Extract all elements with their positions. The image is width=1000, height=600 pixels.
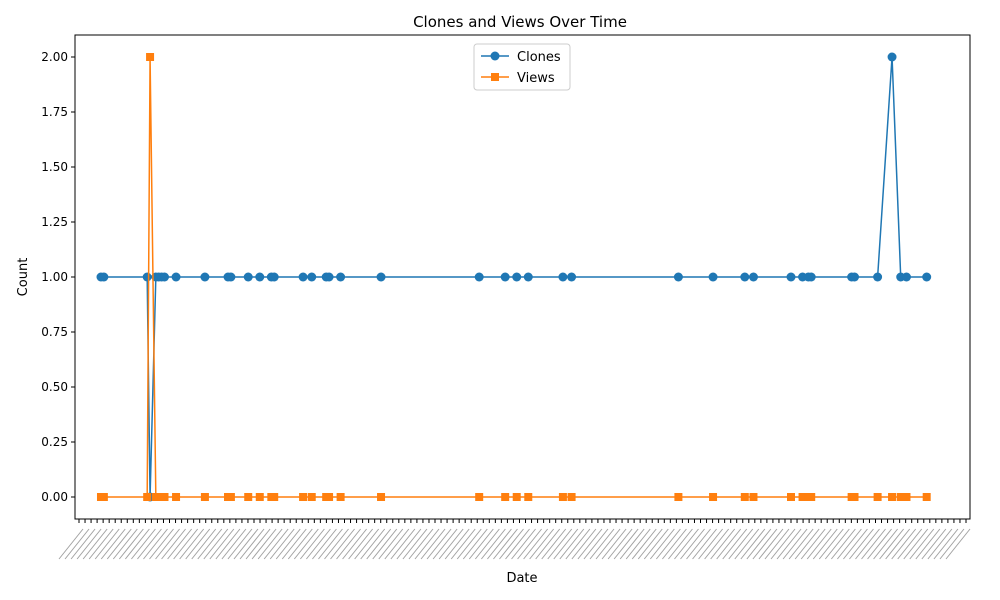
point-views <box>674 493 683 501</box>
point-views <box>200 493 209 501</box>
point-views <box>377 493 386 501</box>
point-clones <box>307 272 317 282</box>
point-views <box>902 493 911 501</box>
point-clones <box>142 272 152 282</box>
point-clones <box>243 272 253 282</box>
point-clones <box>806 272 816 282</box>
point-views <box>501 493 510 501</box>
point-clones <box>708 272 718 282</box>
point-views <box>787 493 795 501</box>
point-views <box>270 493 279 501</box>
point-clones <box>922 272 932 282</box>
point-views <box>336 493 345 501</box>
legend-views-label: Views <box>517 71 555 86</box>
point-clones <box>336 272 346 282</box>
point-clones <box>558 272 568 282</box>
point-views <box>850 493 859 501</box>
point-clones <box>673 272 683 282</box>
point-clones <box>269 272 279 282</box>
point-views <box>226 493 235 501</box>
point-views <box>749 493 758 501</box>
point-views <box>888 493 897 501</box>
point-views <box>325 493 334 501</box>
point-clones <box>171 272 181 282</box>
point-views <box>475 493 484 501</box>
point-clones <box>324 272 334 282</box>
point-clones <box>740 272 750 282</box>
point-clones <box>887 52 897 62</box>
y-tick-label: 1.25 <box>41 215 68 229</box>
legend-views-marker <box>491 73 499 81</box>
legend: Clones Views <box>473 43 571 91</box>
point-views <box>740 493 749 501</box>
point-views <box>307 493 316 501</box>
point-clones <box>850 272 860 282</box>
point-clones <box>99 272 109 282</box>
point-clones <box>255 272 265 282</box>
series-layer <box>96 52 932 502</box>
point-clones <box>567 272 577 282</box>
point-clones <box>786 272 796 282</box>
point-views <box>299 493 308 501</box>
y-tick-label: 1.00 <box>41 270 68 284</box>
x-tick-labels-overlapping <box>58 528 971 560</box>
point-clones <box>523 272 533 282</box>
point-views <box>143 493 152 501</box>
point-views <box>558 493 567 501</box>
point-clones <box>160 272 169 282</box>
point-clones <box>873 272 883 282</box>
point-views <box>873 493 882 501</box>
point-clones <box>200 272 210 282</box>
legend-clones-marker <box>490 51 500 61</box>
y-tick-label: 0.75 <box>41 325 68 339</box>
point-views <box>896 493 905 501</box>
point-views <box>512 493 521 501</box>
point-views <box>922 493 931 501</box>
point-views <box>99 493 108 501</box>
point-clones <box>748 272 758 282</box>
y-tick-label: 0.00 <box>41 490 68 504</box>
point-views <box>244 493 253 501</box>
point-views <box>567 493 576 501</box>
chart-title: Clones and Views Over Time <box>413 13 627 31</box>
point-views <box>172 493 181 501</box>
y-axis-label: Count <box>16 258 31 297</box>
point-clones <box>376 272 386 282</box>
y-tick-label: 1.75 <box>41 105 68 119</box>
point-views <box>146 53 155 61</box>
point-clones <box>512 272 522 282</box>
point-views <box>709 493 718 501</box>
x-axis-ticks <box>58 519 971 560</box>
plot-frame <box>74 34 971 520</box>
y-tick-label: 0.50 <box>41 380 68 394</box>
y-tick-label: 0.25 <box>41 435 68 449</box>
point-clones <box>298 272 308 282</box>
point-views <box>798 493 807 501</box>
point-clones <box>474 272 484 282</box>
point-clones <box>500 272 510 282</box>
y-tick-label: 2.00 <box>41 50 68 64</box>
point-views <box>160 493 169 501</box>
point-views <box>255 493 264 501</box>
legend-clones-label: Clones <box>517 50 561 65</box>
point-views <box>524 493 533 501</box>
point-views <box>807 493 816 501</box>
point-clones <box>901 272 911 282</box>
y-tick-label: 1.50 <box>41 160 68 174</box>
point-clones <box>226 272 236 282</box>
x-axis-label: Date <box>506 571 537 586</box>
y-axis-ticks: 0.00 0.25 0.50 0.75 1.00 1.25 1.50 1.75 2.00 <box>41 50 75 504</box>
